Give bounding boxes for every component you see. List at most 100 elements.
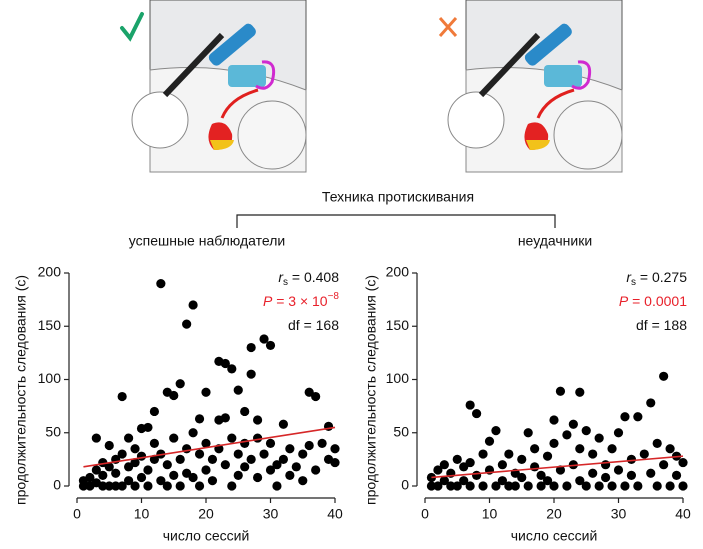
data-point [175,454,185,464]
x-tick-label: 30 [263,506,279,522]
data-point [136,451,147,461]
data-point [291,462,301,472]
data-point [272,460,282,470]
data-point [568,419,578,429]
data-point [227,481,237,491]
stat-text: = 0.275 [636,269,687,285]
data-point [330,457,340,468]
data-point [124,476,134,486]
y-tick-label: 0 [401,477,409,493]
x-tick-label: 10 [482,506,498,522]
data-point [98,470,108,480]
data-point [124,433,134,443]
y-axis-label: продолжительность следования (с) [13,275,29,505]
data-point [530,462,540,472]
stat-text: = 0.408 [288,269,339,285]
data-point [665,444,675,454]
data-point [143,422,153,433]
x-tick-label: 0 [421,506,429,522]
data-point [575,387,585,397]
y-tick-label: 150 [38,317,62,333]
data-point [504,449,514,459]
y-tick-label: 0 [53,477,61,493]
data-point [517,454,527,464]
bracket [236,214,556,228]
data-point [433,481,443,491]
stat-superscript: −8 [328,291,340,302]
y-tick-label: 50 [393,423,409,439]
data-point [233,385,243,395]
data-point [678,457,688,468]
data-point [601,472,611,483]
data-point [220,358,230,369]
data-point [201,438,211,448]
data-point [188,428,198,438]
data-point [497,476,507,486]
data-point [188,300,198,310]
stat-annotation: df = 168 [288,317,339,333]
data-point [136,472,147,483]
data-point [104,440,114,451]
data-point [549,415,559,425]
data-point [601,460,611,470]
stat-annotation: P = 0.0001 [619,293,687,309]
data-point [265,438,276,448]
data-point [620,412,630,422]
data-point [194,414,205,424]
data-point [201,387,211,397]
data-point [491,481,501,491]
y-tick-label: 150 [386,317,410,333]
data-point [484,436,495,446]
data-point [194,449,205,459]
data-point [562,481,572,491]
data-point [91,433,101,443]
data-point [542,451,553,461]
x-axis-label: число сессий [511,528,598,544]
data-point [117,481,127,491]
data-point [671,470,682,480]
data-point [130,481,140,491]
data-point [156,476,166,486]
data-point [465,400,475,410]
data-point [182,319,192,329]
data-point [194,481,205,491]
data-point [304,440,314,451]
data-point [652,481,662,491]
data-point [549,481,559,491]
data-point [633,481,643,491]
data-point [220,460,230,470]
data-point [659,371,669,381]
stat-symbol: r [626,269,632,285]
data-point [169,470,179,480]
data-point [652,438,662,448]
data-point [98,481,108,491]
data-point [607,444,617,454]
data-point [143,465,153,475]
data-point [265,465,276,475]
stat-subscript: s [631,277,636,288]
data-point [536,481,546,491]
x-tick-label: 40 [327,506,343,522]
y-tick-label: 100 [38,370,62,386]
chart-title: неудачники [518,233,592,249]
data-point [426,481,437,491]
data-point [117,449,127,459]
data-point [452,454,462,464]
data-point [130,444,140,454]
cross-icon [438,17,458,37]
data-point [253,433,263,443]
data-point [246,454,256,464]
y-tick-label: 50 [45,423,61,439]
check-icon [120,12,144,42]
data-point [588,468,598,478]
data-point [639,449,649,459]
data-point [510,481,520,491]
data-point [311,465,321,475]
data-point [659,460,669,470]
data-point [613,428,624,438]
stat-text: = 3 × 10 [272,293,327,309]
data-point [446,481,456,491]
data-point [594,481,604,491]
data-point [311,391,321,402]
